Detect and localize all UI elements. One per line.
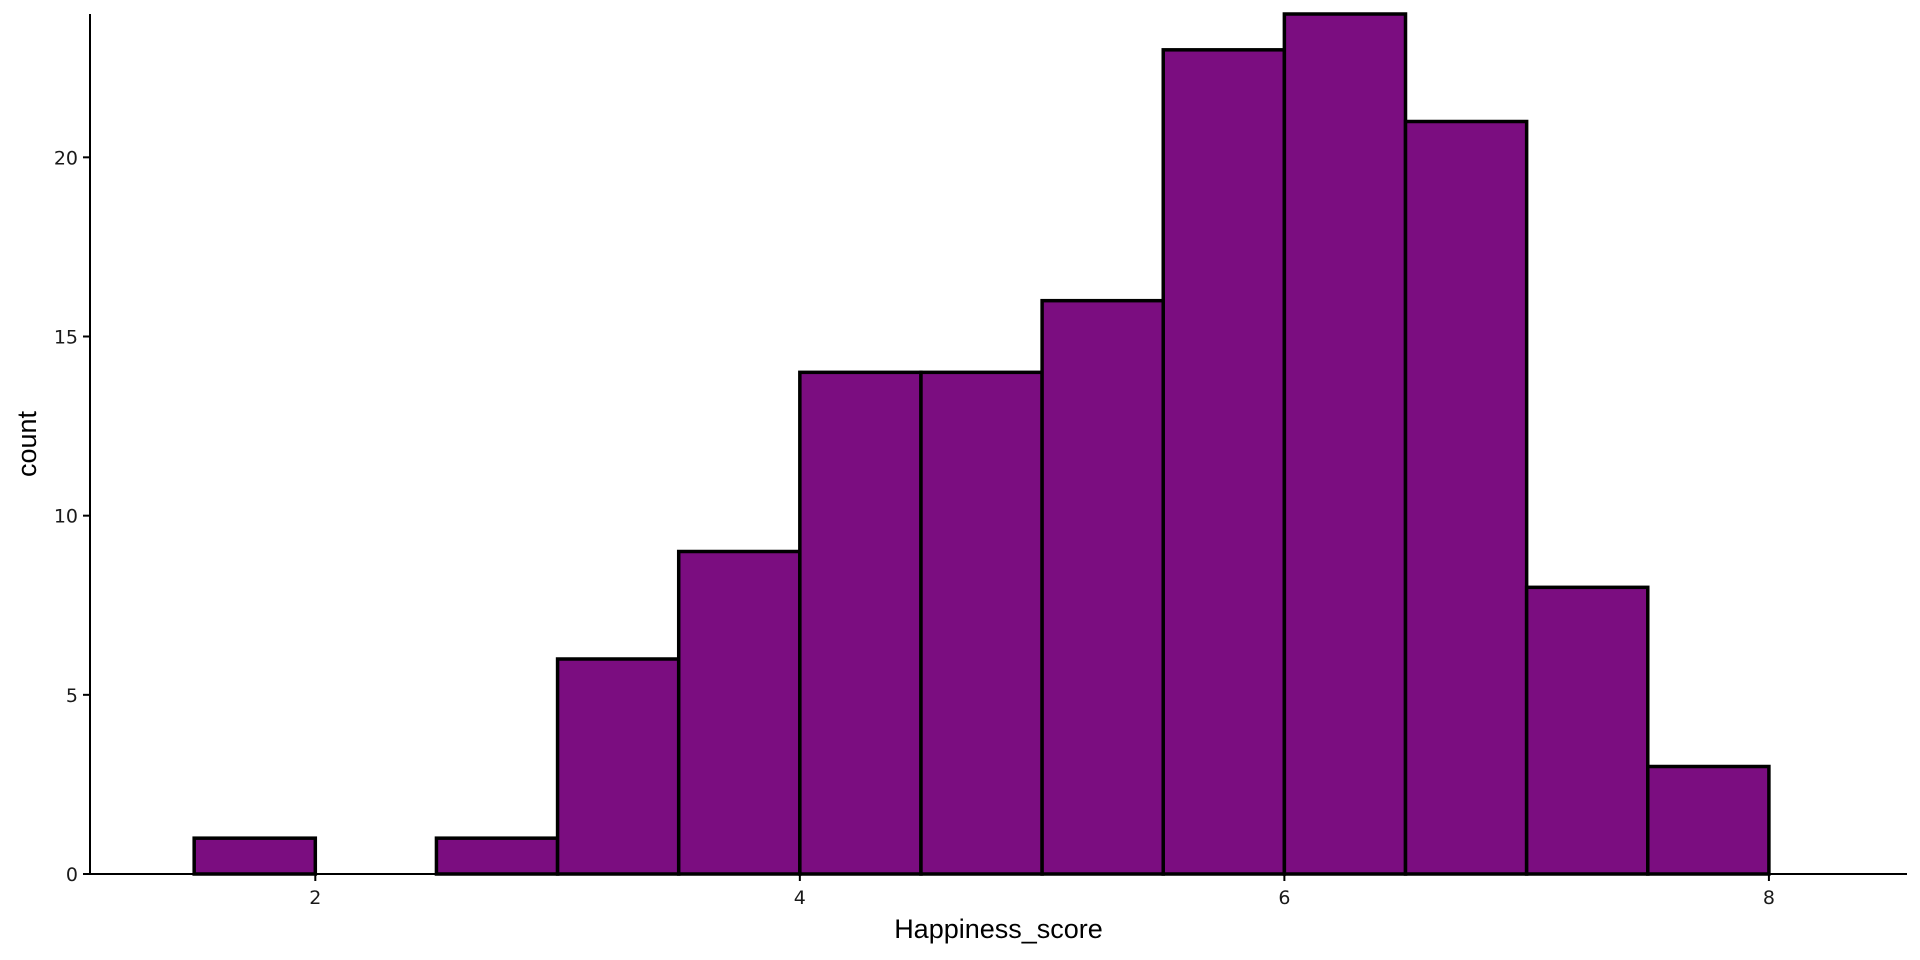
histogram-bar [1524, 585, 1650, 876]
histogram-bar [1282, 12, 1408, 876]
histogram-bar [1161, 48, 1287, 876]
histogram-bar [798, 370, 923, 876]
y-tick-label: 10 [54, 506, 78, 528]
y-tick-label: 15 [54, 327, 78, 349]
y-tick-label: 20 [54, 147, 78, 169]
y-tick-label: 5 [66, 685, 78, 707]
y-tick-label: 0 [66, 864, 78, 886]
histogram-bar [555, 657, 681, 876]
x-axis-ticks: 2 4 6 8 [309, 874, 1775, 909]
x-tick-label: 2 [309, 887, 321, 909]
histogram-bar [676, 549, 802, 876]
histogram-bar [1646, 764, 1771, 876]
y-axis-title: count [12, 410, 42, 477]
histogram-bar [1403, 119, 1529, 876]
x-tick-label: 4 [794, 887, 806, 909]
x-axis-title: Happiness_score [894, 914, 1103, 944]
bars-group [192, 12, 1771, 876]
histogram-bar [434, 836, 560, 876]
x-tick-label: 6 [1278, 887, 1290, 909]
y-axis-ticks: 0 5 10 15 20 [54, 147, 90, 886]
histogram-bar [919, 370, 1044, 876]
histogram-bar [192, 836, 318, 876]
histogram-bar [1040, 298, 1165, 876]
x-tick-label: 8 [1763, 887, 1775, 909]
